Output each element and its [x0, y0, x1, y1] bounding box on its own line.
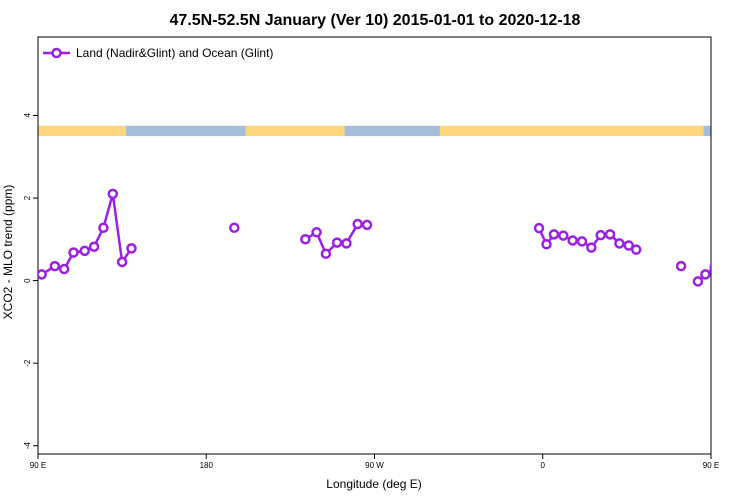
- data-point: [107, 188, 119, 200]
- x-tick-label: 0: [541, 461, 546, 470]
- data-point: [731, 249, 739, 257]
- y-tick-label: 4: [23, 113, 32, 118]
- x-tick-label: 180: [200, 461, 214, 470]
- band-segment-land: [245, 125, 345, 137]
- band-segment-ocean: [703, 125, 711, 137]
- data-point: [604, 229, 616, 240]
- y-axis: -4 -2 0 2 4: [23, 113, 38, 450]
- x-axis-label: Longitude (deg E): [326, 477, 421, 491]
- plot-frame: [37, 36, 712, 455]
- x-tick-label: 90 E: [30, 461, 46, 470]
- data-point: [586, 242, 597, 253]
- x-tick-label: 90 E: [703, 461, 719, 470]
- data-point: [49, 260, 61, 272]
- band-segment-ocean: [344, 125, 440, 137]
- legend-entry-1: Land (Nadir&Glint) and Ocean (Glint): [76, 46, 273, 60]
- data-point: [541, 239, 552, 250]
- data-point: [331, 237, 343, 248]
- data-point: [88, 241, 100, 252]
- series-line: [697, 268, 711, 283]
- band-segment-land: [38, 125, 126, 137]
- y-tick-label: 2: [23, 195, 32, 200]
- data-point: [623, 240, 634, 251]
- data-point: [300, 234, 311, 245]
- data-point: [320, 248, 332, 260]
- data-point: [352, 218, 363, 230]
- data-point: [548, 229, 560, 240]
- data-point: [229, 222, 240, 233]
- land-ocean-band: [38, 125, 711, 137]
- data-point: [126, 243, 137, 254]
- x-tick-label: 90 W: [365, 461, 384, 470]
- data-point: [614, 238, 625, 249]
- data-point: [79, 245, 90, 257]
- legend: Land (Nadir&Glint) and Ocean (Glint): [43, 46, 273, 60]
- data-point: [576, 236, 588, 247]
- y-tick-label: -2: [23, 359, 32, 367]
- data-point: [311, 227, 322, 238]
- data-point: [709, 263, 711, 271]
- data-point: [567, 235, 578, 246]
- data-point: [675, 260, 687, 272]
- y-axis-label: XCO2 - MLO trend (ppm): [1, 185, 15, 320]
- data-point: [630, 244, 642, 255]
- data-point: [361, 219, 373, 231]
- data-point: [116, 256, 128, 268]
- data-point: [558, 230, 569, 241]
- band-segment-land: [439, 125, 704, 137]
- chart-title: 47.5N-52.5N January (Ver 10) 2015-01-01 …: [170, 12, 581, 29]
- legend-marker: [51, 47, 62, 59]
- data-point: [68, 247, 79, 258]
- data-point: [722, 265, 730, 273]
- data-point: [533, 222, 545, 234]
- data-point: [595, 229, 606, 241]
- y-tick-label: -4: [23, 442, 32, 450]
- data-point: [341, 238, 352, 249]
- y-tick-label: 0: [23, 278, 32, 283]
- series-layer: [38, 188, 750, 287]
- data-point: [743, 247, 750, 255]
- x-axis: 90 E 180 90 W 0 90 E: [30, 454, 719, 470]
- data-point: [692, 276, 704, 287]
- band-segment-ocean: [125, 125, 246, 137]
- data-point: [58, 263, 70, 275]
- data-point: [38, 269, 47, 280]
- data-point: [700, 269, 711, 280]
- data-point: [98, 222, 109, 233]
